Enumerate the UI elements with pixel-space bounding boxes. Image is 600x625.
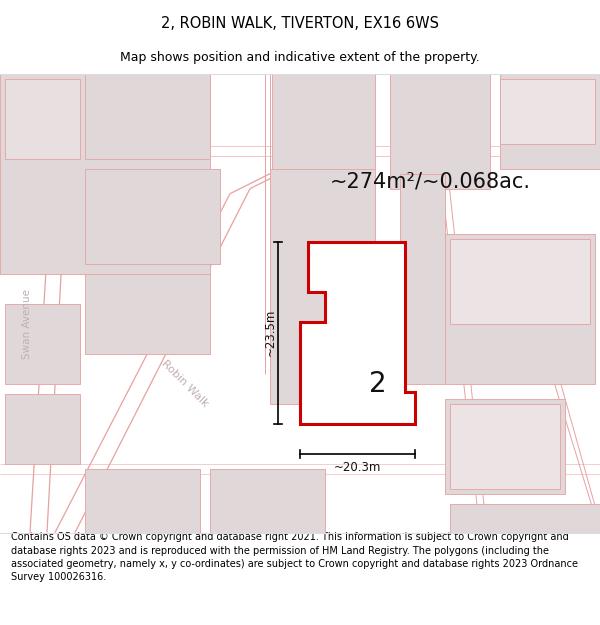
Polygon shape	[270, 169, 375, 404]
Polygon shape	[445, 234, 595, 384]
Polygon shape	[328, 341, 382, 396]
Text: ~23.5m: ~23.5m	[263, 309, 277, 356]
Polygon shape	[85, 274, 210, 354]
Polygon shape	[400, 174, 445, 384]
Polygon shape	[500, 79, 595, 144]
Polygon shape	[5, 394, 80, 464]
Polygon shape	[85, 74, 210, 159]
Polygon shape	[300, 242, 415, 424]
Polygon shape	[390, 74, 490, 189]
Text: Map shows position and indicative extent of the property.: Map shows position and indicative extent…	[120, 51, 480, 64]
Polygon shape	[500, 74, 600, 169]
Polygon shape	[85, 169, 220, 264]
Polygon shape	[85, 469, 200, 532]
Text: 2: 2	[369, 369, 387, 398]
Polygon shape	[210, 469, 325, 532]
Polygon shape	[445, 399, 565, 494]
Text: ~274m²/~0.068ac.: ~274m²/~0.068ac.	[330, 172, 531, 192]
Polygon shape	[5, 304, 80, 384]
Text: Robin Walk: Robin Walk	[160, 358, 210, 409]
Polygon shape	[450, 239, 590, 324]
Polygon shape	[5, 79, 80, 159]
Text: Contains OS data © Crown copyright and database right 2021. This information is : Contains OS data © Crown copyright and d…	[11, 532, 578, 582]
Polygon shape	[0, 74, 210, 274]
Text: 2, ROBIN WALK, TIVERTON, EX16 6WS: 2, ROBIN WALK, TIVERTON, EX16 6WS	[161, 16, 439, 31]
Polygon shape	[450, 404, 560, 489]
Text: ~20.3m: ~20.3m	[334, 461, 381, 474]
Polygon shape	[450, 504, 600, 532]
Polygon shape	[272, 74, 375, 169]
Text: Swan Avenue: Swan Avenue	[22, 289, 32, 359]
